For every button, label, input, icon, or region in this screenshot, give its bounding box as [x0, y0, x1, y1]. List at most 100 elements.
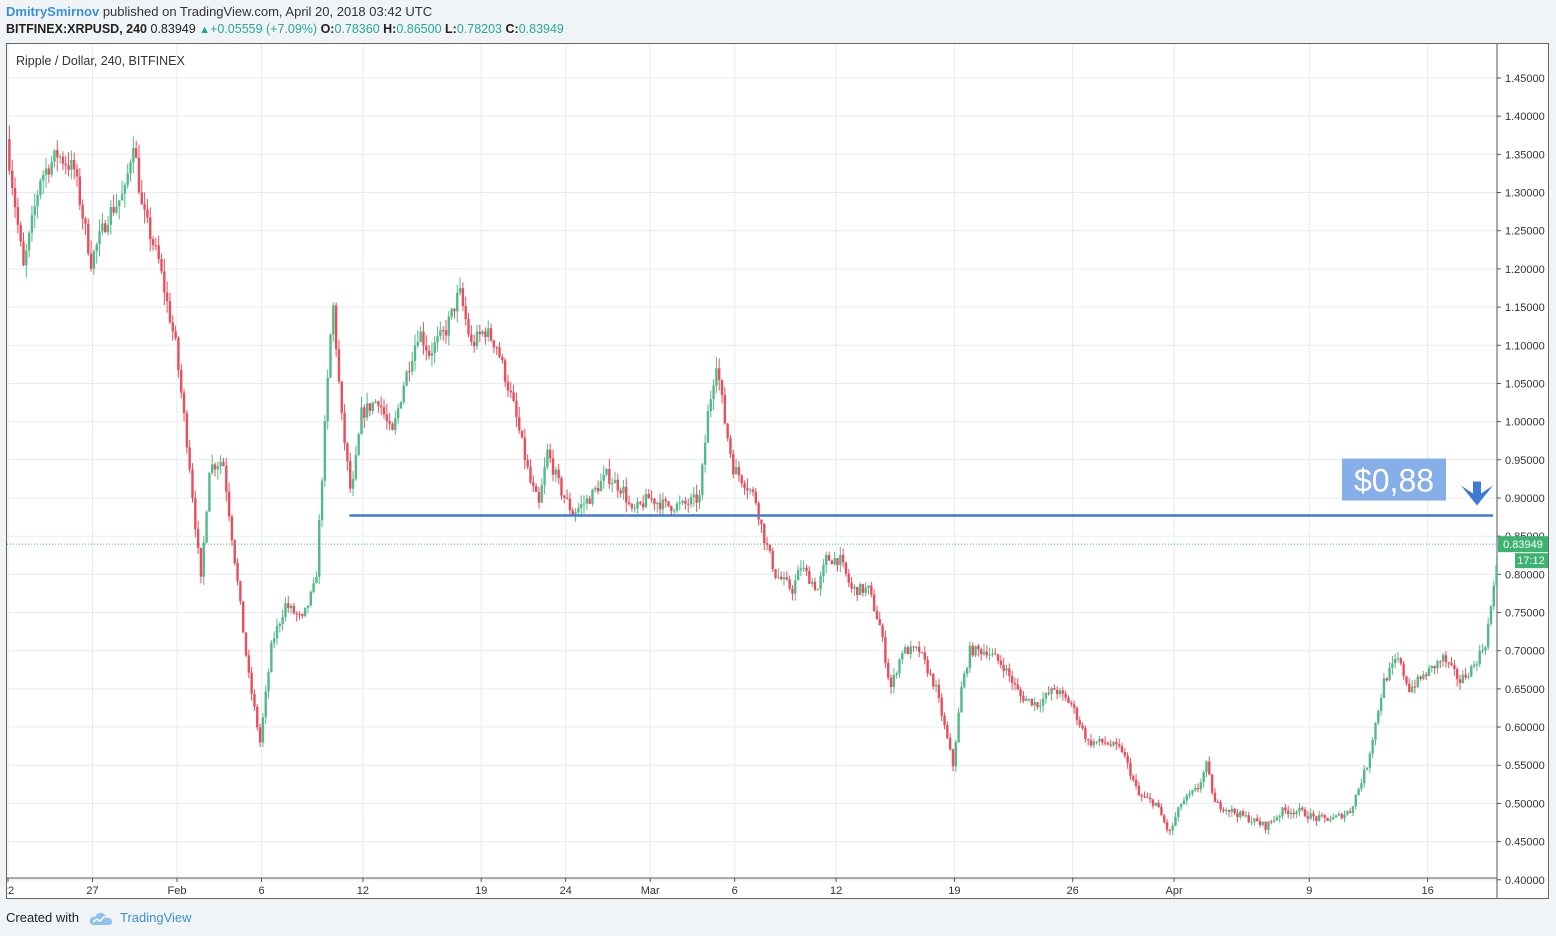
candle-body: [1098, 738, 1101, 742]
candle-body: [101, 223, 104, 232]
candle-body: [850, 582, 853, 589]
candle-body: [326, 377, 329, 422]
candle-body: [165, 292, 169, 302]
candle-body: [1067, 697, 1070, 704]
high-label: H:: [383, 22, 397, 36]
candle-body: [391, 423, 394, 430]
candle-body: [1439, 661, 1442, 663]
candle-body: [163, 271, 166, 293]
candle-body: [1430, 665, 1434, 669]
candle-body: [656, 502, 659, 505]
candle-body: [149, 217, 152, 240]
candle-body: [1219, 802, 1222, 810]
candle-body: [495, 347, 498, 349]
candle-body: [884, 637, 887, 664]
candle-body: [582, 503, 586, 505]
candle-body: [388, 420, 391, 424]
candle-body: [802, 567, 805, 569]
candle-body: [208, 472, 211, 512]
candle-body: [841, 554, 845, 563]
candle-body: [191, 469, 194, 499]
candle-body: [861, 584, 865, 593]
time-tick-label: Apr: [1166, 885, 1183, 897]
candle-body: [1022, 696, 1025, 701]
candle-body: [1410, 686, 1414, 692]
tradingview-link[interactable]: TradingView: [120, 910, 192, 925]
candle-body: [1495, 565, 1498, 586]
candle-body: [1295, 811, 1298, 814]
candle-body: [157, 245, 160, 260]
price-tick-label: 0.45000: [1505, 837, 1545, 849]
ohlc-bar: BITFINEX:XRPUSD, 240 0.83949 ▲+0.05559 (…: [6, 22, 564, 36]
candle-body: [213, 464, 217, 470]
candle-body: [1216, 802, 1219, 804]
candle-body: [639, 501, 642, 504]
candle-body: [1281, 807, 1284, 816]
candle-body: [529, 466, 532, 483]
chart-pane[interactable]: 1.45000 1.40000 1.35000 1.30000 1.25000 1.200…: [6, 43, 1549, 899]
candle-body: [847, 573, 850, 583]
candle-body: [475, 331, 479, 347]
candle-body: [1078, 720, 1081, 726]
candle-body: [1132, 776, 1135, 780]
candle-body: [196, 529, 200, 548]
candle-body: [216, 466, 220, 470]
candle-body: [1253, 818, 1256, 822]
candle-body: [808, 571, 811, 584]
candle-body: [915, 646, 918, 648]
candle-body: [856, 587, 859, 596]
candle-body: [177, 338, 180, 370]
candle-body: [441, 329, 445, 331]
candle-body: [439, 329, 442, 337]
candle-body: [346, 443, 349, 462]
candle-body: [64, 163, 67, 166]
candle-body: [687, 503, 690, 505]
candle-body: [1436, 661, 1439, 669]
candle-body: [912, 646, 915, 648]
time-tick-label: 6: [732, 885, 738, 897]
candle-body: [777, 576, 780, 578]
candle-body: [1394, 658, 1397, 664]
candle-body: [374, 401, 377, 403]
candle-body: [1086, 739, 1090, 741]
candle-body: [1072, 704, 1076, 708]
candle-body: [272, 638, 276, 643]
candle-body: [247, 655, 251, 673]
candle-body: [1441, 655, 1445, 662]
candle-body: [748, 489, 752, 491]
candle-body: [557, 469, 560, 479]
candle-body: [334, 305, 338, 350]
candle-body: [1453, 665, 1456, 670]
candle-body: [1298, 807, 1301, 812]
candle-body: [934, 684, 938, 687]
candle-body: [402, 385, 405, 402]
candle-body: [377, 401, 380, 406]
price-tick-label: 1.15000: [1505, 302, 1545, 314]
candle-body: [1379, 697, 1383, 712]
candle-body: [940, 697, 943, 716]
candle-body: [458, 288, 462, 293]
candle-body: [903, 647, 907, 654]
price-tick-label: 0.50000: [1505, 798, 1545, 810]
candle-body: [1371, 739, 1374, 754]
time-tick-label: 19: [475, 885, 487, 897]
candle-body: [1013, 682, 1017, 685]
candle-body: [1143, 796, 1146, 798]
candle-body: [484, 331, 487, 337]
candle-body: [408, 371, 411, 373]
author-link[interactable]: DmitrySmirnov: [6, 4, 100, 19]
candle-body: [58, 156, 62, 158]
candle-body: [518, 417, 521, 431]
candle-body: [1303, 809, 1307, 817]
candle-body: [1044, 693, 1048, 699]
candle-body: [1056, 689, 1059, 694]
candle-body: [1210, 774, 1214, 793]
chart-canvas[interactable]: 1.45000 1.40000 1.35000 1.30000 1.25000 1.200…: [7, 44, 1548, 898]
candle-body: [61, 156, 65, 164]
candle-body: [613, 479, 617, 484]
candles: [8, 125, 1498, 836]
candle-body: [185, 413, 189, 448]
candle-body: [211, 464, 214, 473]
open-value: 0.78360: [334, 22, 380, 36]
candle-body: [1351, 806, 1355, 813]
